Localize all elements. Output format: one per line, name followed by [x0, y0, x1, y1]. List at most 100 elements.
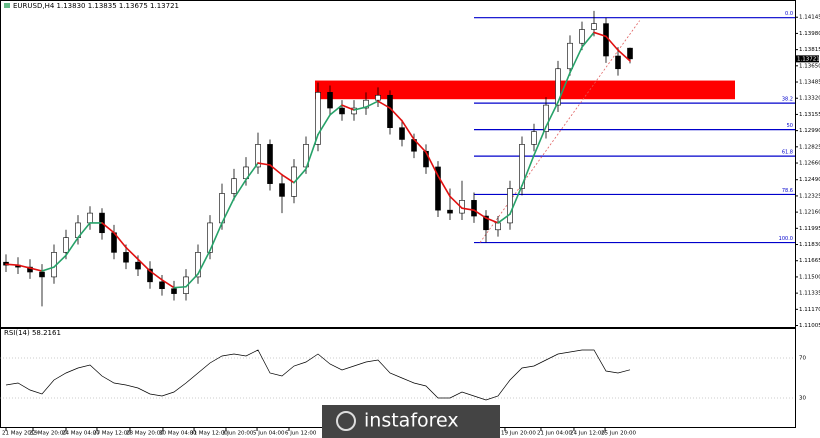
- y-tick-label: 1.12825: [799, 144, 820, 150]
- watermark-logo: [336, 411, 356, 431]
- candle-body: [39, 271, 45, 278]
- candle-body: [567, 42, 573, 70]
- candle-body: [495, 222, 501, 231]
- trendline: [479, 20, 640, 243]
- candle-body: [531, 131, 537, 145]
- ma-segment: [197, 249, 211, 275]
- y-tick-label: 1.13815: [799, 47, 820, 53]
- ma-segment: [461, 207, 475, 211]
- ma-segment: [413, 138, 427, 154]
- ma-segment: [113, 231, 127, 249]
- candle-body: [387, 94, 393, 128]
- y-tick-label: 1.12990: [799, 128, 820, 134]
- ma-segment: [293, 168, 307, 184]
- candle-body: [375, 94, 381, 101]
- candle-body: [159, 281, 165, 290]
- candle-body: [603, 23, 609, 57]
- ma-segment: [389, 107, 403, 122]
- x-tick-label: 19 Jun 20:00: [501, 431, 536, 437]
- x-tick-label: 5 Jun 04:00: [253, 431, 285, 437]
- fib-label: 61.8: [782, 150, 793, 156]
- x-tick-label: 22 May 20:00: [29, 431, 67, 437]
- ma-segment: [569, 46, 583, 74]
- ma-segment: [149, 270, 163, 281]
- ma-segment: [353, 106, 367, 111]
- candle-body: [135, 261, 141, 270]
- candle-body: [351, 107, 357, 115]
- ma-segment: [161, 279, 175, 289]
- candle-body: [123, 252, 129, 263]
- rsi-line: [5, 349, 631, 401]
- candle-body: [615, 55, 621, 70]
- ma-segment: [605, 35, 619, 51]
- fib-label: 38.2: [782, 97, 793, 103]
- watermark-text: instaforex: [364, 410, 459, 432]
- y-tick-label: 1.13980: [799, 31, 820, 37]
- candle-body: [435, 166, 441, 211]
- ma-segment: [509, 184, 523, 215]
- candle-body: [231, 178, 237, 194]
- x-tick-label: 21 May 2019: [2, 431, 38, 437]
- x-tick-label: 27 May 12:00: [93, 431, 131, 437]
- ma-segment: [257, 162, 271, 166]
- y-tick-label: 1.13650: [799, 63, 820, 69]
- candle-body: [27, 266, 33, 273]
- ma-segment: [593, 31, 607, 38]
- ma-segment: [233, 178, 247, 200]
- y-tick-label: 1.12490: [799, 177, 820, 183]
- candle-body: [519, 144, 525, 189]
- candle-body: [399, 127, 405, 140]
- ma-segment: [485, 217, 499, 224]
- ma-segment: [137, 258, 151, 272]
- candle-body: [447, 209, 453, 214]
- ma-segment: [101, 222, 115, 234]
- y-tick-label: 1.11665: [799, 258, 820, 264]
- symbol-icon: [4, 3, 10, 8]
- y-tick-label: 1.13155: [799, 112, 820, 118]
- y-tick-label: 1.11995: [799, 226, 820, 232]
- candle-body: [363, 99, 369, 109]
- ma-segment: [341, 104, 355, 111]
- candle-body: [327, 92, 333, 109]
- fib-label: 100.0: [779, 236, 793, 242]
- x-tick-label: 3 Jun 20:00: [222, 431, 254, 437]
- x-tick-label: 24 Jun 12:00: [570, 431, 605, 437]
- ma-segment: [365, 100, 379, 108]
- watermark-band: [322, 405, 500, 438]
- y-tick-label: 1.11335: [799, 291, 820, 297]
- ma-segment: [29, 267, 43, 272]
- y-tick-label: 1.11005: [799, 323, 820, 329]
- x-tick-label: 21 Jun 04:00: [537, 431, 572, 437]
- ma-segment: [65, 236, 79, 257]
- ma-segment: [209, 222, 223, 252]
- y-tick-label: 1.11170: [799, 307, 820, 313]
- ma-segment: [473, 209, 487, 219]
- ma-segment: [533, 125, 547, 156]
- y-tick-label: 1.11500: [799, 274, 820, 280]
- ma-segment: [317, 114, 331, 136]
- fib-label: 78.6: [782, 188, 793, 194]
- fib-label: 50: [787, 123, 793, 129]
- y-tick-label: 1.13320: [799, 96, 820, 102]
- ma-segment: [437, 174, 451, 198]
- candle-body: [339, 107, 345, 115]
- ma-segment: [305, 133, 319, 170]
- candle-body: [171, 288, 177, 294]
- ma-segment: [269, 164, 283, 176]
- candle-body: [183, 276, 189, 294]
- x-tick-label: 6 Jun 12:00: [285, 431, 317, 437]
- ma-segment: [497, 213, 511, 224]
- ma-segment: [173, 285, 187, 289]
- x-tick-label: 31 May 12:00: [190, 431, 228, 437]
- ma-segment: [401, 120, 415, 141]
- y-tick-label: 1.14145: [799, 15, 820, 21]
- x-tick-label: 28 May 20:00: [126, 431, 164, 437]
- x-tick-label: 24 May 04:00: [62, 431, 100, 437]
- candle-body: [579, 29, 585, 44]
- y-tick-label: 1.12160: [799, 210, 820, 216]
- candle-body: [315, 92, 321, 145]
- candle-body: [207, 222, 213, 253]
- last-price-label: 1.13721: [797, 56, 820, 62]
